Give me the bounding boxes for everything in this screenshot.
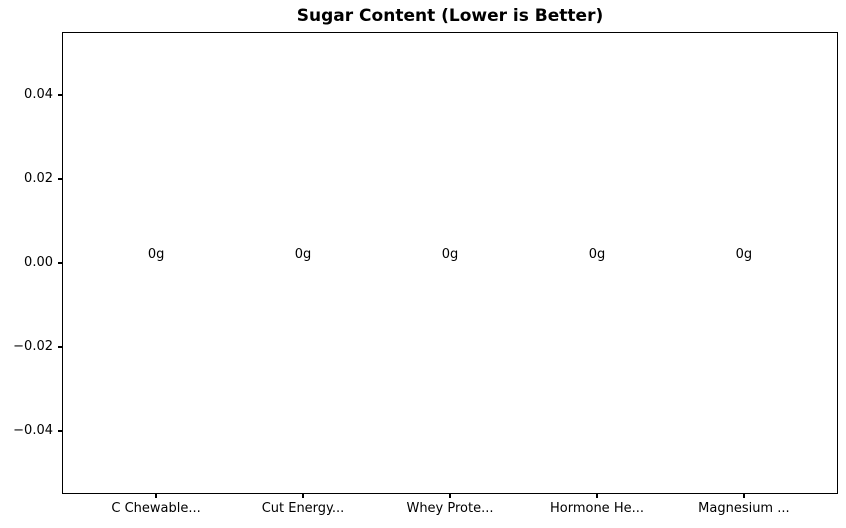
x-tick-label: Magnesium ... bbox=[698, 501, 790, 516]
x-tick-label: Cut Energy... bbox=[261, 501, 345, 516]
y-tick-label: −0.02 bbox=[13, 339, 53, 354]
y-tick-mark bbox=[57, 430, 62, 432]
y-tick-label: 0.02 bbox=[24, 171, 53, 186]
x-tick-label: Whey Prote... bbox=[406, 501, 494, 516]
bar-value-label: 0g bbox=[588, 246, 606, 262]
bar-value-label: 0g bbox=[147, 246, 165, 262]
x-tick-mark bbox=[449, 494, 451, 499]
y-tick-mark bbox=[57, 94, 62, 96]
y-tick-mark bbox=[57, 346, 62, 348]
x-tick-label: C Chewable... bbox=[111, 501, 201, 516]
y-tick-label: 0.00 bbox=[24, 255, 53, 270]
x-tick-label: Hormone He... bbox=[549, 501, 644, 516]
plot-area bbox=[62, 32, 838, 494]
y-tick-label: 0.04 bbox=[24, 87, 53, 102]
y-tick-mark bbox=[57, 178, 62, 180]
x-tick-mark bbox=[155, 494, 157, 499]
bar-value-label: 0g bbox=[735, 246, 753, 262]
x-tick-mark bbox=[302, 494, 304, 499]
bar-value-label: 0g bbox=[441, 246, 459, 262]
bar-value-label: 0g bbox=[294, 246, 312, 262]
y-tick-mark bbox=[57, 262, 62, 264]
x-tick-mark bbox=[743, 494, 745, 499]
x-tick-mark bbox=[596, 494, 598, 499]
y-tick-label: −0.04 bbox=[13, 423, 53, 438]
chart-title: Sugar Content (Lower is Better) bbox=[296, 6, 604, 26]
